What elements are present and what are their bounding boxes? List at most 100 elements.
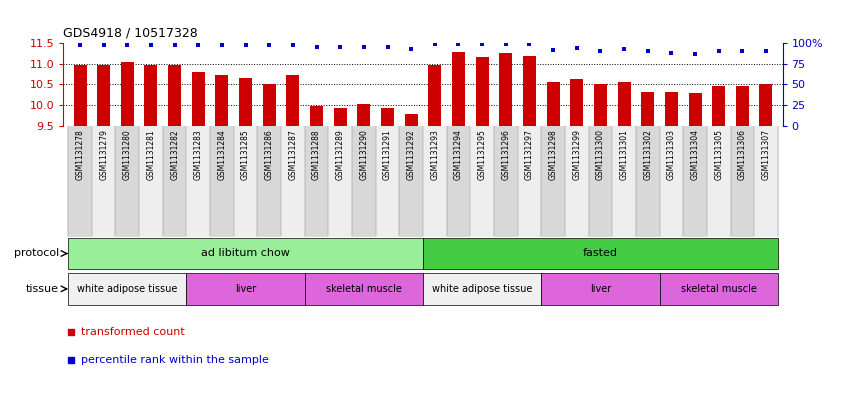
Bar bbox=[423, 273, 541, 305]
Text: liver: liver bbox=[590, 284, 611, 294]
Point bbox=[499, 41, 513, 47]
Text: protocol: protocol bbox=[14, 248, 59, 259]
Text: tissue: tissue bbox=[26, 284, 59, 294]
Point bbox=[144, 42, 157, 48]
Point bbox=[286, 42, 299, 48]
Text: percentile rank within the sample: percentile rank within the sample bbox=[81, 354, 269, 365]
Bar bbox=[287, 75, 299, 126]
Point bbox=[239, 42, 252, 48]
Text: GSM1131281: GSM1131281 bbox=[146, 129, 156, 180]
Point bbox=[689, 51, 702, 57]
Text: GSM1131298: GSM1131298 bbox=[548, 129, 558, 180]
Point bbox=[665, 50, 678, 56]
Point bbox=[570, 45, 584, 51]
Bar bbox=[523, 55, 536, 126]
Text: GSM1131301: GSM1131301 bbox=[619, 129, 629, 180]
Bar bbox=[186, 273, 305, 305]
Point bbox=[357, 44, 371, 50]
Text: GSM1131300: GSM1131300 bbox=[596, 129, 605, 180]
Bar bbox=[121, 62, 134, 126]
Text: GSM1131280: GSM1131280 bbox=[123, 129, 132, 180]
Point bbox=[759, 48, 772, 54]
Bar bbox=[665, 92, 678, 126]
Bar bbox=[333, 108, 347, 126]
Bar bbox=[168, 65, 181, 126]
Bar bbox=[570, 79, 583, 126]
Bar bbox=[404, 114, 418, 126]
Bar bbox=[452, 52, 465, 126]
Point bbox=[333, 44, 347, 50]
Text: GSM1131291: GSM1131291 bbox=[383, 129, 392, 180]
Text: GSM1131296: GSM1131296 bbox=[502, 129, 510, 180]
Bar bbox=[423, 237, 777, 270]
Text: liver: liver bbox=[235, 284, 256, 294]
Point bbox=[641, 48, 655, 55]
Text: GSM1131295: GSM1131295 bbox=[478, 129, 486, 180]
Bar bbox=[357, 104, 371, 126]
Bar bbox=[310, 107, 323, 126]
Point bbox=[381, 44, 394, 50]
Bar bbox=[618, 83, 630, 126]
Bar bbox=[192, 72, 205, 126]
Point bbox=[310, 44, 323, 50]
Text: GSM1131302: GSM1131302 bbox=[643, 129, 652, 180]
Point bbox=[594, 48, 607, 54]
Bar bbox=[712, 86, 725, 126]
Text: GSM1131285: GSM1131285 bbox=[241, 129, 250, 180]
Point bbox=[712, 48, 726, 55]
Text: GSM1131286: GSM1131286 bbox=[265, 129, 274, 180]
Point bbox=[452, 41, 465, 47]
Text: skeletal muscle: skeletal muscle bbox=[326, 284, 402, 294]
Text: GSM1131304: GSM1131304 bbox=[690, 129, 700, 180]
Point bbox=[215, 42, 228, 48]
Text: fasted: fasted bbox=[583, 248, 618, 259]
Text: GSM1131284: GSM1131284 bbox=[217, 129, 227, 180]
Bar bbox=[594, 84, 607, 126]
Point bbox=[475, 41, 489, 47]
Point bbox=[404, 46, 418, 52]
Text: GSM1131307: GSM1131307 bbox=[761, 129, 771, 180]
Bar bbox=[689, 93, 701, 126]
Bar bbox=[760, 84, 772, 126]
Text: GSM1131279: GSM1131279 bbox=[99, 129, 108, 180]
Text: GSM1131292: GSM1131292 bbox=[407, 129, 415, 180]
Text: GSM1131290: GSM1131290 bbox=[360, 129, 368, 180]
Text: white adipose tissue: white adipose tissue bbox=[77, 284, 178, 294]
Point bbox=[74, 42, 87, 48]
Bar bbox=[69, 273, 186, 305]
Point bbox=[168, 42, 181, 48]
Text: GDS4918 / 10517328: GDS4918 / 10517328 bbox=[63, 26, 198, 39]
Bar bbox=[541, 273, 660, 305]
Text: GSM1131293: GSM1131293 bbox=[431, 129, 439, 180]
Text: GSM1131283: GSM1131283 bbox=[194, 129, 203, 180]
Bar bbox=[69, 237, 423, 270]
Point bbox=[523, 41, 536, 47]
Bar bbox=[305, 273, 423, 305]
Bar bbox=[263, 84, 276, 126]
Text: GSM1131305: GSM1131305 bbox=[714, 129, 723, 180]
Point bbox=[97, 42, 111, 48]
Bar bbox=[74, 65, 86, 126]
Bar bbox=[475, 57, 489, 126]
Bar bbox=[239, 78, 252, 126]
Point bbox=[191, 42, 205, 48]
Bar bbox=[547, 82, 559, 126]
Text: GSM1131278: GSM1131278 bbox=[75, 129, 85, 180]
Text: GSM1131294: GSM1131294 bbox=[454, 129, 463, 180]
Text: GSM1131288: GSM1131288 bbox=[312, 129, 321, 180]
Bar bbox=[97, 65, 110, 126]
Bar bbox=[381, 108, 394, 126]
Text: transformed count: transformed count bbox=[81, 327, 185, 337]
Point bbox=[120, 42, 134, 48]
Text: white adipose tissue: white adipose tissue bbox=[432, 284, 532, 294]
Point bbox=[618, 46, 631, 52]
Bar bbox=[428, 65, 442, 126]
Text: GSM1131282: GSM1131282 bbox=[170, 129, 179, 180]
Point bbox=[428, 41, 442, 47]
Text: GSM1131299: GSM1131299 bbox=[572, 129, 581, 180]
Point bbox=[735, 48, 749, 55]
Point bbox=[262, 42, 276, 48]
Bar bbox=[641, 92, 654, 126]
Point bbox=[547, 47, 560, 53]
Bar bbox=[145, 65, 157, 126]
